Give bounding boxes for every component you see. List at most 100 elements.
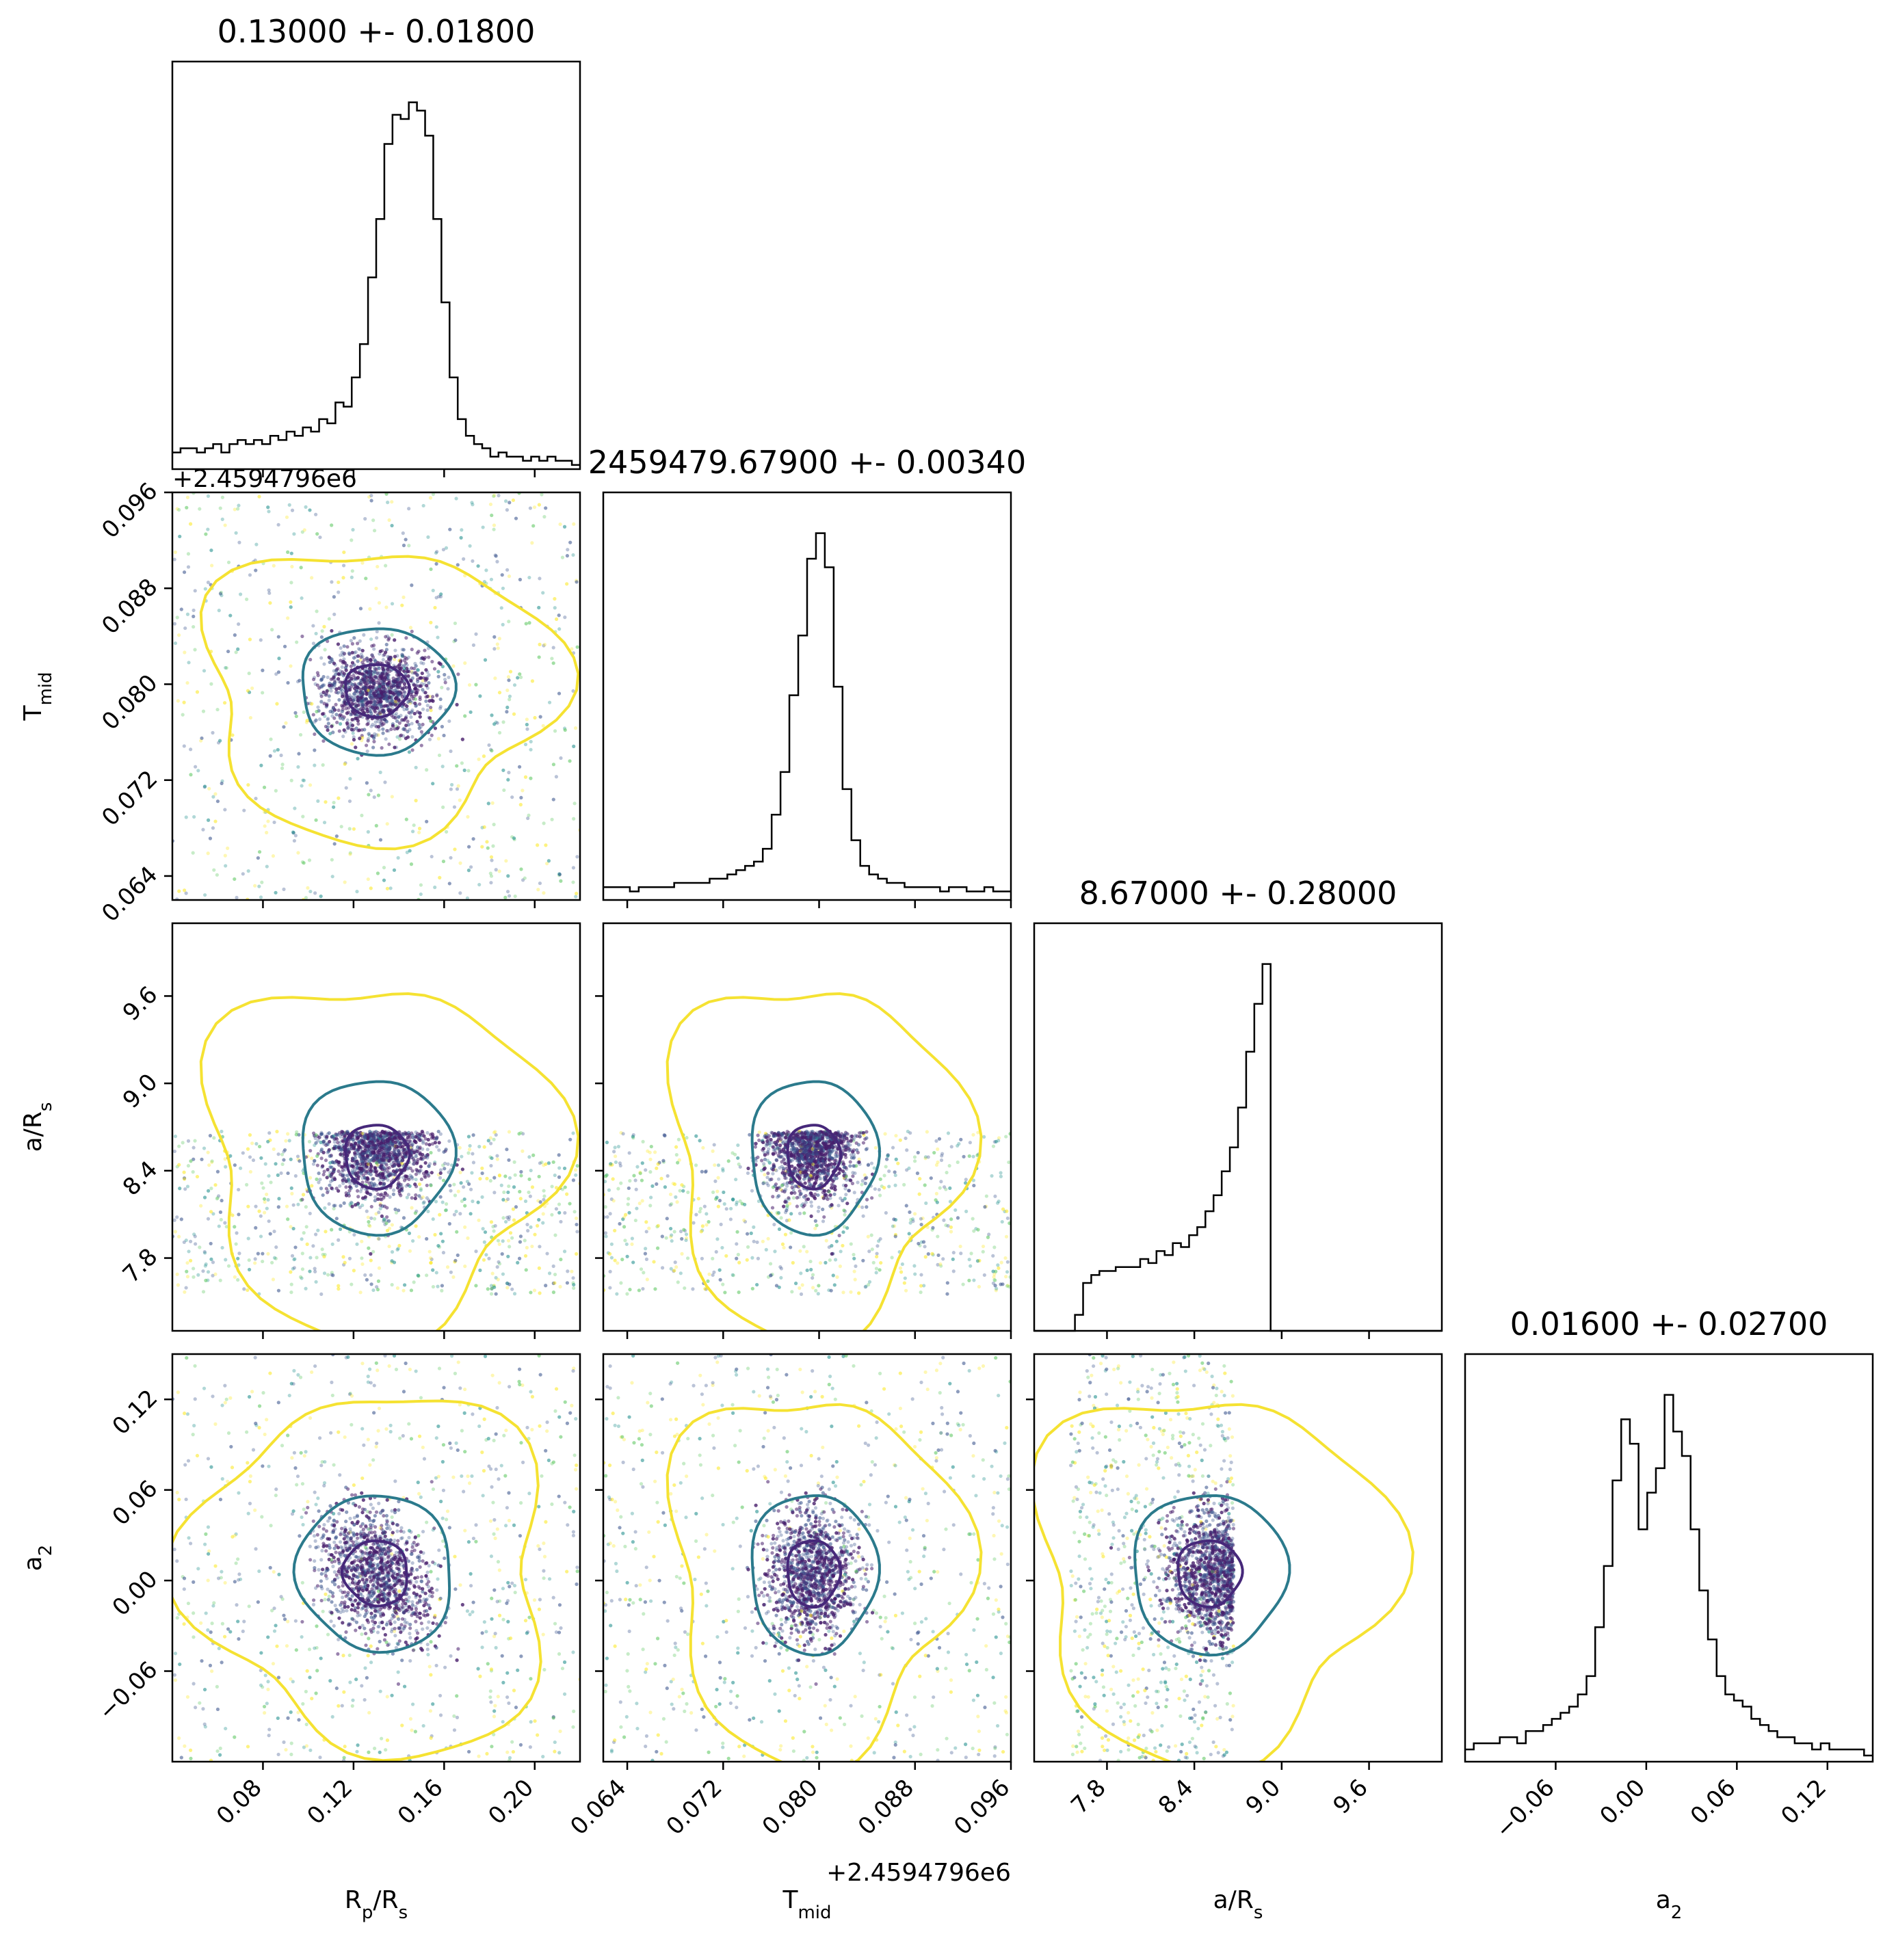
- sample-point: [514, 516, 518, 520]
- sample-point: [492, 722, 497, 726]
- sample-point: [410, 676, 414, 680]
- sample-point: [203, 1264, 207, 1268]
- sample-point: [189, 1159, 193, 1163]
- sample-point: [369, 709, 373, 714]
- sample-point: [492, 1176, 497, 1180]
- sample-point: [372, 739, 376, 743]
- sample-point: [398, 691, 402, 696]
- sample-point: [436, 1129, 440, 1134]
- sample-point: [480, 1171, 484, 1176]
- sample-point: [366, 688, 370, 693]
- sample-point: [271, 1277, 276, 1282]
- sample-point: [358, 1205, 362, 1209]
- sample-point: [466, 869, 471, 873]
- sample-point: [392, 868, 397, 872]
- sample-point: [572, 522, 576, 526]
- sample-point: [443, 680, 447, 685]
- sample-point: [300, 530, 304, 534]
- sample-point: [220, 1198, 224, 1203]
- sample-point: [401, 654, 405, 658]
- sample-point: [352, 827, 356, 831]
- sample-point: [395, 690, 399, 694]
- sample-point: [382, 1158, 386, 1162]
- sample-point: [452, 639, 456, 644]
- sample-point: [429, 719, 433, 723]
- sample-point: [352, 656, 356, 660]
- sample-point: [563, 1185, 567, 1189]
- sample-point: [423, 1161, 427, 1165]
- sample-point: [358, 1154, 362, 1158]
- sample-point: [526, 1229, 530, 1233]
- sample-point: [186, 1139, 191, 1143]
- sample-point: [182, 570, 187, 574]
- sample-point: [282, 1158, 286, 1162]
- sample-point: [409, 862, 414, 866]
- sample-point: [293, 711, 298, 715]
- sample-point: [502, 1190, 506, 1194]
- sample-point: [485, 1176, 489, 1180]
- sample-point: [405, 670, 410, 674]
- sample-point: [414, 1178, 418, 1182]
- sample-point: [276, 635, 280, 639]
- sample-point: [368, 1162, 373, 1166]
- sample-point: [415, 1145, 420, 1149]
- sample-point: [404, 817, 408, 821]
- sample-point: [222, 701, 227, 705]
- sample-point: [425, 1153, 430, 1157]
- y-tick-label: 0.072: [96, 765, 163, 832]
- sample-point: [505, 705, 510, 710]
- sample-point: [382, 1166, 386, 1171]
- sample-point: [384, 1221, 389, 1226]
- sample-point: [404, 1184, 408, 1188]
- sample-point: [321, 1140, 326, 1144]
- sample-point: [202, 785, 207, 789]
- sample-point: [444, 546, 449, 550]
- sample-point: [425, 1236, 429, 1241]
- sample-point: [420, 671, 424, 676]
- sample-point: [177, 1234, 181, 1239]
- sample-point: [331, 1273, 335, 1277]
- sample-point: [345, 721, 350, 725]
- sample-point: [310, 702, 314, 706]
- sample-point: [395, 726, 399, 730]
- sample-point: [200, 1157, 204, 1161]
- sample-point: [365, 659, 370, 663]
- sample-point: [332, 1161, 337, 1165]
- sample-point: [356, 1195, 360, 1199]
- sample-point: [384, 694, 389, 698]
- sample-point: [375, 1161, 379, 1165]
- sample-point: [248, 1133, 252, 1137]
- sample-point: [519, 867, 523, 871]
- sample-point: [268, 1232, 272, 1236]
- sample-point: [468, 544, 472, 548]
- sample-point: [216, 741, 221, 745]
- sample-point: [437, 661, 441, 665]
- sample-point: [384, 564, 388, 568]
- sample-point: [365, 1209, 369, 1213]
- sample-point: [330, 1228, 334, 1232]
- sample-point: [261, 691, 265, 695]
- sample-point: [268, 754, 272, 758]
- sample-point: [257, 494, 261, 499]
- sample-point: [279, 753, 283, 758]
- sample-point: [327, 698, 331, 702]
- sample-point: [410, 710, 414, 714]
- sample-point: [482, 1240, 486, 1244]
- sample-point: [437, 1245, 442, 1249]
- sample-point: [330, 523, 334, 527]
- sample-point: [436, 1244, 440, 1248]
- sample-point: [387, 1244, 391, 1249]
- sample-point: [359, 1171, 364, 1176]
- sample-point: [246, 1288, 250, 1293]
- sample-point: [360, 648, 365, 652]
- sample-point: [414, 799, 418, 803]
- sample-point: [392, 683, 396, 688]
- sample-point: [312, 677, 316, 682]
- sample-point: [322, 1169, 326, 1174]
- sample-point: [178, 534, 182, 539]
- sample-point: [319, 700, 324, 704]
- sample-point: [542, 821, 546, 825]
- sample-point: [401, 704, 405, 709]
- sample-point: [189, 1239, 193, 1243]
- sample-point: [494, 1275, 498, 1280]
